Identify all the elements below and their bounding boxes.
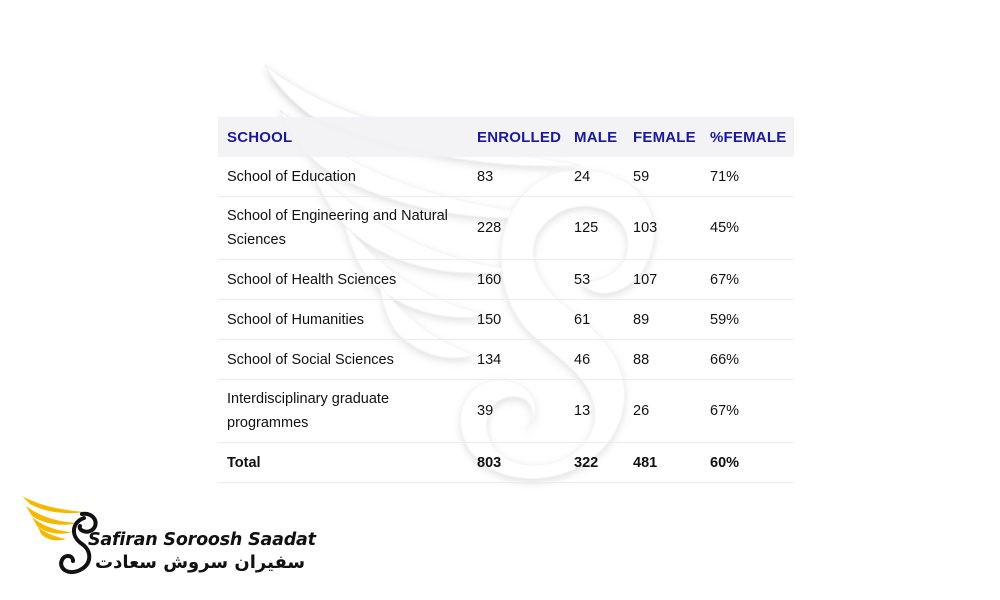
cell-enrolled: 150 <box>468 299 565 340</box>
table-row: Interdisciplinary graduate programmes 39… <box>218 379 794 443</box>
cell-school: School of Engineering and Natural Scienc… <box>218 196 468 260</box>
cell-enrolled: 228 <box>468 196 565 260</box>
winged-s-logo-icon <box>22 496 98 575</box>
cell-enrolled: 160 <box>468 259 565 300</box>
table-row: School of Education 83 24 59 71% <box>218 157 794 197</box>
table-row: School of Engineering and Natural Scienc… <box>218 196 794 260</box>
table-row: School of Social Sciences 134 46 88 66% <box>218 339 794 380</box>
total-pct-female: 60% <box>701 442 794 483</box>
header-school: SCHOOL <box>218 117 468 157</box>
total-label: Total <box>218 442 468 483</box>
table-row: School of Humanities 150 61 89 59% <box>218 299 794 340</box>
cell-male: 24 <box>565 157 624 197</box>
cell-pct-female: 67% <box>701 379 794 443</box>
cell-male: 46 <box>565 339 624 380</box>
cell-female: 107 <box>624 259 701 300</box>
cell-pct-female: 66% <box>701 339 794 380</box>
cell-female: 26 <box>624 379 701 443</box>
table-total-row: Total 803 322 481 60% <box>218 442 794 483</box>
cell-female: 88 <box>624 339 701 380</box>
cell-pct-female: 71% <box>701 157 794 197</box>
cell-male: 125 <box>565 196 624 260</box>
cell-school: School of Social Sciences <box>218 339 468 380</box>
header-pct-female: %FEMALE <box>701 117 794 157</box>
cell-male: 53 <box>565 259 624 300</box>
cell-female: 89 <box>624 299 701 340</box>
table-header-row: SCHOOL ENROLLED MALE FEMALE %FEMALE <box>218 117 794 157</box>
cell-enrolled: 83 <box>468 157 565 197</box>
cell-school: School of Education <box>218 157 468 197</box>
cell-pct-female: 45% <box>701 196 794 260</box>
total-male: 322 <box>565 442 624 483</box>
total-enrolled: 803 <box>468 442 565 483</box>
brand-logo: Safiran Soroosh Saadat سفیران سروش سعادت <box>20 492 316 584</box>
header-male: MALE <box>565 117 624 157</box>
cell-enrolled: 134 <box>468 339 565 380</box>
cell-male: 13 <box>565 379 624 443</box>
cell-school: School of Humanities <box>218 299 468 340</box>
table-row: School of Health Sciences 160 53 107 67% <box>218 259 794 300</box>
cell-female: 103 <box>624 196 701 260</box>
cell-school: Interdisciplinary graduate programmes <box>218 379 468 443</box>
brand-name-en: Safiran Soroosh Saadat <box>88 530 316 550</box>
cell-enrolled: 39 <box>468 379 565 443</box>
cell-male: 61 <box>565 299 624 340</box>
cell-pct-female: 67% <box>701 259 794 300</box>
brand-name-fa: سفیران سروش سعادت <box>95 552 306 573</box>
cell-female: 59 <box>624 157 701 197</box>
enrollment-table: SCHOOL ENROLLED MALE FEMALE %FEMALE Scho… <box>218 117 794 483</box>
header-enrolled: ENROLLED <box>468 117 565 157</box>
cell-pct-female: 59% <box>701 299 794 340</box>
enrollment-table-container: SCHOOL ENROLLED MALE FEMALE %FEMALE Scho… <box>218 117 794 483</box>
cell-school: School of Health Sciences <box>218 259 468 300</box>
header-female: FEMALE <box>624 117 701 157</box>
total-female: 481 <box>624 442 701 483</box>
